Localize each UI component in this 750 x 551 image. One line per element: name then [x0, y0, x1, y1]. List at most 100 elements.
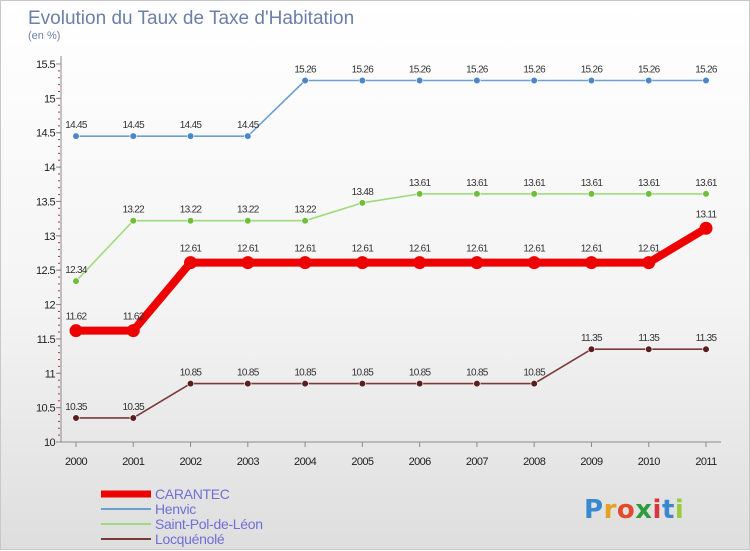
data-point-carantec — [241, 256, 255, 270]
chart-title: Evolution du Taux de Taxe d'Habitation — [28, 8, 354, 29]
data-label-locqu-nol-: 10.85 — [180, 368, 203, 379]
x-tick-label: 2004 — [294, 456, 317, 468]
data-point-locqu-nol- — [129, 414, 137, 422]
data-point-henvic — [186, 132, 195, 140]
data-label-saint-pol-de-l-on: 13.61 — [581, 178, 604, 189]
x-tick-label: 2010 — [638, 456, 661, 468]
data-label-henvic: 14.45 — [237, 120, 260, 131]
legend-label-henvic: Henvic — [155, 501, 196, 517]
data-label-carantec: 11.62 — [66, 312, 88, 323]
y-tick-label: 11.5 — [37, 334, 56, 346]
proxiti-logo-text: Proxiti — [584, 495, 684, 525]
data-label-henvic: 15.26 — [581, 64, 604, 75]
data-point-henvic — [473, 76, 481, 85]
logo-letter: i — [675, 495, 684, 525]
x-tick-label: 2011 — [695, 456, 717, 468]
data-label-saint-pol-de-l-on: 13.61 — [523, 178, 546, 189]
logo-letter: i — [653, 495, 662, 525]
data-label-henvic: 14.45 — [180, 120, 203, 131]
legend-label-saint-pol-de-l-on: Saint-Pol-de-Léon — [155, 516, 263, 532]
y-tick-label: 15 — [44, 93, 56, 105]
proxiti-logo: Proxiti — [584, 495, 684, 525]
y-tick-label: 10 — [44, 437, 56, 449]
data-label-locqu-nol-: 10.85 — [294, 368, 317, 379]
data-point-locqu-nol- — [473, 379, 481, 388]
data-point-henvic — [530, 76, 538, 85]
logo-letter: P — [584, 495, 604, 525]
x-tick-label: 2002 — [180, 456, 203, 468]
data-point-carantec — [470, 256, 484, 270]
data-label-saint-pol-de-l-on: 12.34 — [65, 265, 88, 276]
y-tick-label: 13.5 — [36, 196, 55, 208]
data-point-saint-pol-de-l-on — [72, 277, 80, 285]
x-tick-label: 2001 — [122, 456, 145, 468]
data-label-locqu-nol-: 10.35 — [65, 402, 88, 413]
series-line-henvic — [75, 79, 707, 137]
data-point-henvic — [129, 132, 137, 140]
data-label-saint-pol-de-l-on: 13.48 — [352, 187, 375, 198]
x-tick-label: 2009 — [580, 456, 603, 468]
data-point-henvic — [416, 76, 424, 85]
x-tick-label: 2006 — [409, 456, 432, 468]
data-point-saint-pol-de-l-on — [129, 217, 137, 225]
y-tick-label: 14.5 — [36, 128, 55, 140]
x-tick-label: 2007 — [466, 456, 489, 468]
data-point-carantec — [184, 256, 198, 270]
data-label-saint-pol-de-l-on: 13.22 — [180, 205, 203, 216]
data-label-locqu-nol-: 10.85 — [523, 368, 546, 379]
data-label-locqu-nol-: 11.35 — [581, 333, 603, 344]
data-point-carantec — [584, 256, 598, 270]
y-tick-label: 10.5 — [36, 403, 55, 415]
x-tick-label: 2003 — [237, 456, 260, 468]
data-point-henvic — [244, 132, 252, 140]
series-line-carantec — [72, 224, 710, 335]
data-point-henvic — [301, 76, 309, 85]
data-point-locqu-nol- — [530, 379, 538, 388]
data-label-carantec: 12.61 — [409, 244, 432, 255]
data-point-saint-pol-de-l-on — [530, 190, 538, 198]
legend-label-locqu-nol-: Locquénolé — [155, 531, 225, 547]
data-point-locqu-nol- — [645, 345, 653, 353]
series-markers — [69, 76, 713, 422]
data-label-saint-pol-de-l-on: 13.22 — [123, 205, 146, 216]
data-point-carantec — [298, 256, 312, 270]
data-label-carantec: 12.61 — [523, 244, 546, 255]
data-point-saint-pol-de-l-on — [587, 190, 596, 198]
data-point-carantec — [642, 256, 656, 270]
data-point-henvic — [587, 76, 596, 85]
data-point-locqu-nol- — [416, 379, 424, 388]
data-point-saint-pol-de-l-on — [416, 190, 424, 198]
logo-letter: o — [617, 495, 635, 525]
logo-letter: t — [662, 495, 675, 525]
data-point-saint-pol-de-l-on — [358, 199, 366, 207]
y-tick-label: 14 — [44, 162, 56, 174]
legend-label-carantec: CARANTEC — [155, 486, 230, 502]
data-point-saint-pol-de-l-on — [244, 217, 252, 225]
series-line-saint-pol-de-l-on — [75, 193, 707, 282]
data-label-saint-pol-de-l-on: 13.61 — [409, 178, 432, 189]
data-point-henvic — [72, 132, 80, 140]
data-label-henvic: 15.26 — [352, 64, 375, 75]
data-label-locqu-nol-: 11.35 — [696, 333, 718, 344]
x-tick-label: 2000 — [65, 456, 88, 468]
data-point-henvic — [702, 76, 710, 85]
data-label-carantec: 12.61 — [466, 244, 489, 255]
data-label-henvic: 15.26 — [523, 64, 546, 75]
data-point-saint-pol-de-l-on — [473, 190, 481, 198]
x-tick-label: 2008 — [523, 456, 546, 468]
series-lines — [72, 79, 710, 419]
data-label-henvic: 15.26 — [638, 64, 661, 75]
data-label-henvic: 15.26 — [409, 64, 432, 75]
data-point-henvic — [645, 76, 653, 85]
y-tick-label: 11 — [45, 368, 56, 380]
data-label-carantec: 12.61 — [237, 244, 260, 255]
data-point-carantec — [527, 256, 541, 270]
data-label-locqu-nol-: 10.85 — [466, 368, 489, 379]
data-point-carantec — [413, 256, 427, 270]
data-label-henvic: 14.45 — [123, 120, 146, 131]
data-label-saint-pol-de-l-on: 13.22 — [237, 205, 260, 216]
data-label-henvic: 14.45 — [65, 120, 88, 131]
logo-letter: x — [635, 495, 652, 525]
